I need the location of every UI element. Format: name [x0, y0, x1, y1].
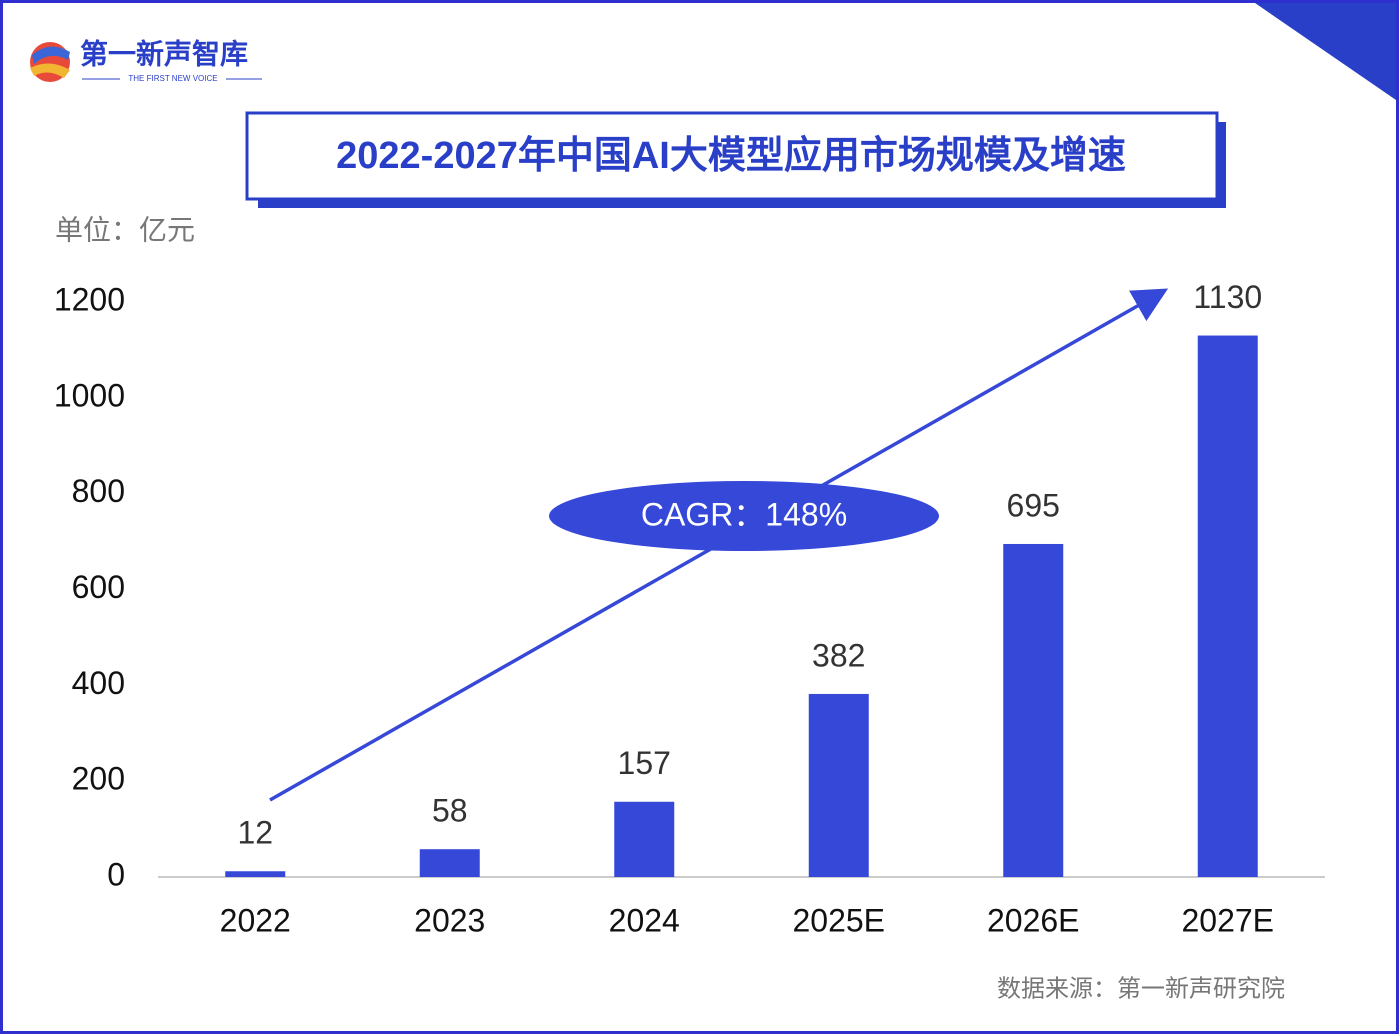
- y-tick-label: 400: [72, 665, 125, 701]
- x-tick-label: 2022: [220, 902, 291, 938]
- unit-label: 单位：亿元: [55, 214, 195, 245]
- bar: [1197, 335, 1258, 878]
- source-note: 数据来源：第一新声研究院: [997, 975, 1285, 1002]
- y-tick-label: 1000: [54, 377, 125, 413]
- logo-icon-stripe: [30, 63, 70, 78]
- bar: [808, 693, 869, 877]
- bar: [1003, 543, 1064, 877]
- y-tick-label: 800: [72, 473, 125, 509]
- chart-title: 2022-2027年中国AI大模型应用市场规模及增速: [336, 135, 1126, 177]
- data-label: 695: [1007, 487, 1060, 523]
- x-tick-label: 2025E: [792, 902, 885, 938]
- y-tick-label: 1200: [54, 281, 125, 317]
- logo-tagline: THE FIRST NEW VOICE: [128, 74, 217, 83]
- y-tick-label: 600: [72, 569, 125, 605]
- y-tick-label: 200: [72, 761, 125, 797]
- x-tick-label: 2027E: [1181, 902, 1274, 938]
- x-tick-label: 2024: [609, 902, 680, 938]
- data-label: 12: [237, 815, 273, 851]
- data-label: 157: [618, 745, 671, 781]
- corner-decoration: [1255, 3, 1396, 100]
- title-box: [245, 111, 1219, 201]
- logo: 第一新声智库 THE FIRST NEW VOICE: [30, 37, 262, 83]
- x-tick-label: 2023: [414, 902, 485, 938]
- annotation-bubble: [549, 481, 939, 551]
- logo-icon-stripe: [32, 46, 70, 64]
- annotation: CAGR：148%: [641, 496, 847, 532]
- data-label: 58: [432, 793, 468, 829]
- data-label: 1130: [1193, 279, 1262, 315]
- bar: [225, 871, 286, 877]
- logo-name: 第一新声智库: [80, 37, 248, 69]
- bar: [614, 801, 675, 877]
- y-tick-label: 0: [107, 856, 125, 892]
- data-label: 382: [812, 637, 865, 673]
- bar: [419, 849, 480, 877]
- x-tick-label: 2026E: [987, 902, 1080, 938]
